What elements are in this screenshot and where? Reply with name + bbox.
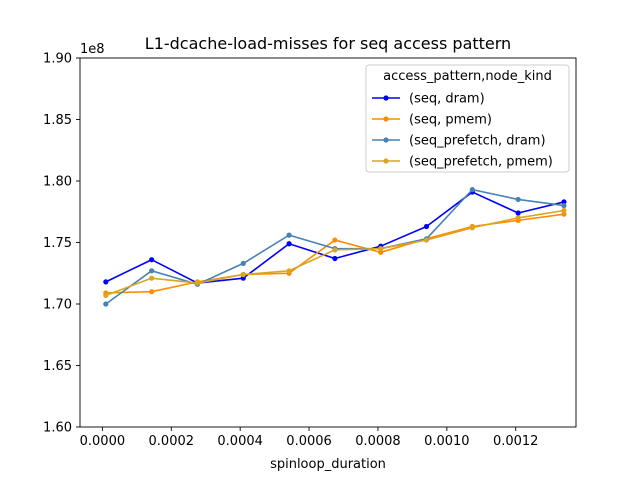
data-point [332, 255, 338, 262]
legend-swatch-marker [383, 95, 389, 101]
y-tick-label: 1.65 [43, 359, 72, 374]
x-tick-label: 0.0000 [80, 434, 126, 449]
legend-item: (seq_prefetch, dram) [372, 134, 546, 149]
data-point [561, 203, 567, 209]
x-tick-label: 0.0010 [424, 434, 470, 449]
data-point [423, 223, 430, 230]
y-tick-label: 1.70 [43, 298, 72, 313]
legend-label: (seq, dram) [409, 92, 485, 107]
legend: access_pattern,node_kind (seq, dram) (seq,… [365, 64, 570, 173]
x-tick-label: 0.0008 [355, 434, 401, 449]
y-axis-offset-label: 1e8 [80, 42, 105, 57]
data-point [240, 275, 246, 281]
data-point [469, 225, 475, 231]
data-point [149, 268, 155, 274]
data-point [332, 247, 338, 253]
data-point [103, 279, 109, 285]
y-tick-label: 1.90 [43, 52, 72, 67]
data-point [149, 275, 155, 281]
legend-swatch-marker [383, 137, 389, 143]
data-point [561, 199, 567, 205]
data-point [561, 207, 567, 214]
x-tick-label: 0.0002 [149, 434, 195, 449]
data-point [469, 187, 475, 193]
data-point [332, 237, 338, 243]
data-point [515, 196, 521, 203]
data-point [378, 249, 384, 255]
data-point [194, 280, 201, 286]
legend-label: (seq_prefetch, pmem) [409, 155, 553, 170]
y-tick-label: 1.80 [43, 175, 72, 190]
data-point [286, 241, 292, 247]
legend-label: (seq, pmem) [409, 113, 492, 128]
legend-item: (seq, pmem) [372, 113, 492, 128]
data-point [515, 215, 521, 221]
x-tick-label: 0.0004 [217, 434, 263, 449]
y-tick-label: 1.75 [43, 236, 72, 251]
data-point [561, 211, 567, 217]
legend-title: access_pattern,node_kind [383, 69, 552, 84]
legend-item: (seq, dram) [372, 92, 485, 107]
data-point [240, 271, 246, 278]
y-tick-label: 1.60 [43, 421, 72, 436]
legend-item: (seq_prefetch, pmem) [372, 155, 553, 170]
data-point [149, 257, 155, 263]
series-line [105, 209, 565, 297]
x-tick-label: 0.0006 [286, 434, 332, 449]
series-1 [103, 211, 567, 296]
data-point [378, 246, 384, 252]
x-axis-label: spinloop_duration [270, 457, 386, 472]
legend-swatch-marker [383, 116, 389, 122]
legend-label: (seq_prefetch, dram) [409, 134, 546, 149]
data-point [149, 289, 155, 295]
x-tick-label: 0.0012 [493, 434, 539, 449]
plot-area: 0.0000 0.0002 0.0004 0.0006 0.0008 0.0010 0.00… [43, 52, 577, 449]
series-3 [103, 207, 567, 298]
legend-box [365, 64, 570, 173]
data-point [103, 292, 109, 298]
series-2 [103, 187, 567, 307]
data-point [103, 301, 109, 307]
data-point [286, 268, 292, 274]
chart-title: L1-dcache-load-misses for seq access pat… [145, 34, 511, 53]
data-point [240, 260, 246, 267]
data-point [515, 210, 521, 216]
data-point [423, 237, 430, 243]
y-tick-label: 1.85 [43, 113, 72, 128]
legend-swatch-marker [383, 158, 389, 164]
data-point [286, 232, 292, 238]
